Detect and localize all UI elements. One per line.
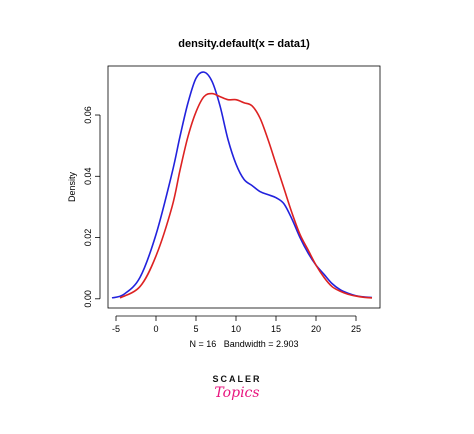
density-curve-2 [119, 92, 373, 299]
logo-scaler-text: SCALER [212, 374, 261, 384]
x-tick-label: 10 [231, 324, 241, 334]
chart-title: density.default(x = data1) [178, 38, 310, 50]
x-axis: -5 0 5 10 15 20 25 [112, 315, 361, 334]
y-tick-label: 0.06 [83, 106, 93, 124]
x-tick-label: 0 [153, 324, 158, 334]
plot-frame [107, 65, 381, 309]
x-tick-label: 25 [351, 324, 361, 334]
x-tick-label: 15 [271, 324, 281, 334]
x-tick-label: 5 [193, 324, 198, 334]
series-layer [111, 71, 373, 299]
x-tick-label: 20 [311, 324, 321, 334]
scaler-topics-logo: SCALER Topics [212, 374, 261, 401]
y-tick-label: 0.04 [83, 168, 93, 186]
x-tick-label: -5 [112, 324, 120, 334]
x-axis-label: N = 16 Bandwidth = 2.903 [189, 339, 298, 349]
density-curve-1 [111, 71, 373, 299]
y-tick-label: 0.00 [83, 290, 93, 308]
y-axis: 0.00 0.02 0.04 0.06 [83, 106, 101, 308]
logo-topics-text: Topics [214, 385, 259, 401]
y-axis-label: Density [67, 171, 77, 202]
y-tick-label: 0.02 [83, 229, 93, 247]
